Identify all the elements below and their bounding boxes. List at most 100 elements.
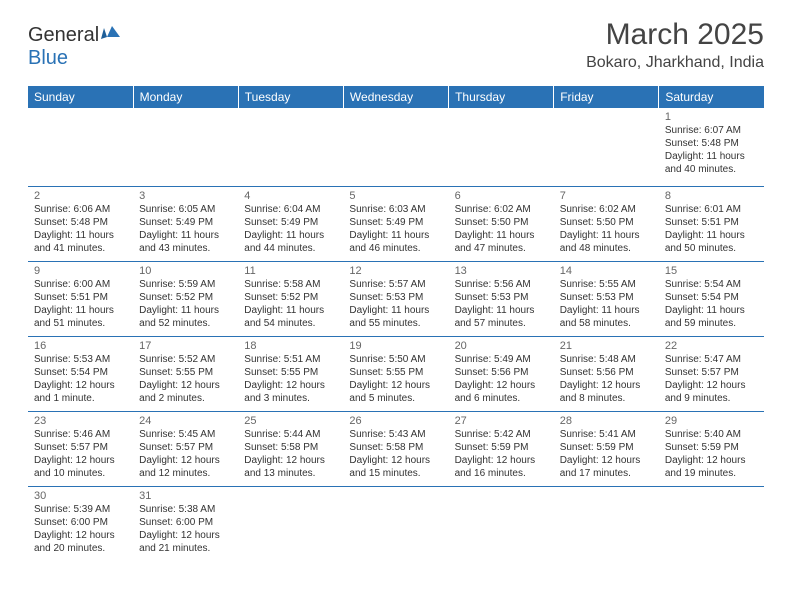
calendar-cell: 5Sunrise: 6:03 AMSunset: 5:49 PMDaylight… — [343, 186, 448, 261]
day-details: Sunrise: 5:41 AMSunset: 5:59 PMDaylight:… — [560, 428, 653, 480]
day-number: 22 — [665, 340, 758, 352]
day-details: Sunrise: 5:43 AMSunset: 5:58 PMDaylight:… — [349, 428, 442, 480]
day-details: Sunrise: 6:05 AMSunset: 5:49 PMDaylight:… — [139, 203, 232, 255]
daylight: Daylight: 12 hours and 17 minutes. — [560, 454, 653, 480]
page-title: March 2025 — [586, 18, 764, 52]
sunset: Sunset: 5:48 PM — [34, 216, 127, 229]
calendar-cell: 28Sunrise: 5:41 AMSunset: 5:59 PMDayligh… — [554, 411, 659, 486]
header: GeneralBlue March 2025 Bokaro, Jharkhand… — [28, 18, 764, 72]
sunrise: Sunrise: 6:02 AM — [560, 203, 653, 216]
calendar-cell: 31Sunrise: 5:38 AMSunset: 6:00 PMDayligh… — [133, 486, 238, 561]
sunrise: Sunrise: 5:53 AM — [34, 353, 127, 366]
calendar-cell: 18Sunrise: 5:51 AMSunset: 5:55 PMDayligh… — [238, 336, 343, 411]
sunset: Sunset: 5:54 PM — [34, 366, 127, 379]
day-details: Sunrise: 5:45 AMSunset: 5:57 PMDaylight:… — [139, 428, 232, 480]
calendar-cell: 16Sunrise: 5:53 AMSunset: 5:54 PMDayligh… — [28, 336, 133, 411]
day-number: 30 — [34, 490, 127, 502]
calendar-cell: 23Sunrise: 5:46 AMSunset: 5:57 PMDayligh… — [28, 411, 133, 486]
calendar-cell: 30Sunrise: 5:39 AMSunset: 6:00 PMDayligh… — [28, 486, 133, 561]
logo-text-general: General — [28, 24, 99, 47]
daylight: Daylight: 11 hours and 46 minutes. — [349, 229, 442, 255]
col-sunday: Sunday — [28, 86, 133, 108]
day-number: 7 — [560, 190, 653, 202]
sunrise: Sunrise: 5:51 AM — [244, 353, 337, 366]
sunrise: Sunrise: 5:46 AM — [34, 428, 127, 441]
sunrise: Sunrise: 6:03 AM — [349, 203, 442, 216]
sunset: Sunset: 5:54 PM — [665, 291, 758, 304]
calendar-cell: 15Sunrise: 5:54 AMSunset: 5:54 PMDayligh… — [659, 261, 764, 336]
col-tuesday: Tuesday — [238, 86, 343, 108]
sunrise: Sunrise: 6:06 AM — [34, 203, 127, 216]
day-number: 18 — [244, 340, 337, 352]
day-number: 10 — [139, 265, 232, 277]
day-details: Sunrise: 5:46 AMSunset: 5:57 PMDaylight:… — [34, 428, 127, 480]
day-number: 12 — [349, 265, 442, 277]
sunrise: Sunrise: 5:55 AM — [560, 278, 653, 291]
sunrise: Sunrise: 5:54 AM — [665, 278, 758, 291]
sunset: Sunset: 5:59 PM — [665, 441, 758, 454]
daylight: Daylight: 12 hours and 3 minutes. — [244, 379, 337, 405]
sunset: Sunset: 5:55 PM — [139, 366, 232, 379]
sunset: Sunset: 5:56 PM — [455, 366, 548, 379]
sunrise: Sunrise: 5:41 AM — [560, 428, 653, 441]
daylight: Daylight: 12 hours and 15 minutes. — [349, 454, 442, 480]
calendar-cell: 12Sunrise: 5:57 AMSunset: 5:53 PMDayligh… — [343, 261, 448, 336]
table-row: 23Sunrise: 5:46 AMSunset: 5:57 PMDayligh… — [28, 411, 764, 486]
day-details: Sunrise: 5:51 AMSunset: 5:55 PMDaylight:… — [244, 353, 337, 405]
sunset: Sunset: 5:57 PM — [34, 441, 127, 454]
day-number: 26 — [349, 415, 442, 427]
day-number: 9 — [34, 265, 127, 277]
sunrise: Sunrise: 5:56 AM — [455, 278, 548, 291]
day-number: 28 — [560, 415, 653, 427]
calendar-cell: 24Sunrise: 5:45 AMSunset: 5:57 PMDayligh… — [133, 411, 238, 486]
sunrise: Sunrise: 5:52 AM — [139, 353, 232, 366]
sunrise: Sunrise: 5:44 AM — [244, 428, 337, 441]
daylight: Daylight: 12 hours and 21 minutes. — [139, 529, 232, 555]
day-details: Sunrise: 5:52 AMSunset: 5:55 PMDaylight:… — [139, 353, 232, 405]
day-details: Sunrise: 5:56 AMSunset: 5:53 PMDaylight:… — [455, 278, 548, 330]
day-number: 11 — [244, 265, 337, 277]
calendar-cell: 22Sunrise: 5:47 AMSunset: 5:57 PMDayligh… — [659, 336, 764, 411]
daylight: Daylight: 11 hours and 54 minutes. — [244, 304, 337, 330]
day-number: 23 — [34, 415, 127, 427]
day-details: Sunrise: 5:55 AMSunset: 5:53 PMDaylight:… — [560, 278, 653, 330]
calendar-cell: 6Sunrise: 6:02 AMSunset: 5:50 PMDaylight… — [449, 186, 554, 261]
sunrise: Sunrise: 6:04 AM — [244, 203, 337, 216]
day-number: 3 — [139, 190, 232, 202]
calendar-cell: 17Sunrise: 5:52 AMSunset: 5:55 PMDayligh… — [133, 336, 238, 411]
day-details: Sunrise: 6:01 AMSunset: 5:51 PMDaylight:… — [665, 203, 758, 255]
sunset: Sunset: 5:51 PM — [665, 216, 758, 229]
title-block: March 2025 Bokaro, Jharkhand, India — [586, 18, 764, 72]
calendar-cell: 13Sunrise: 5:56 AMSunset: 5:53 PMDayligh… — [449, 261, 554, 336]
sunset: Sunset: 6:00 PM — [139, 516, 232, 529]
daylight: Daylight: 11 hours and 55 minutes. — [349, 304, 442, 330]
day-details: Sunrise: 5:38 AMSunset: 6:00 PMDaylight:… — [139, 503, 232, 555]
sunset: Sunset: 5:57 PM — [665, 366, 758, 379]
calendar-cell — [343, 108, 448, 186]
sunrise: Sunrise: 5:39 AM — [34, 503, 127, 516]
table-row: 1Sunrise: 6:07 AMSunset: 5:48 PMDaylight… — [28, 108, 764, 186]
calendar-cell: 7Sunrise: 6:02 AMSunset: 5:50 PMDaylight… — [554, 186, 659, 261]
day-number: 25 — [244, 415, 337, 427]
sunrise: Sunrise: 5:45 AM — [139, 428, 232, 441]
day-number: 6 — [455, 190, 548, 202]
sunset: Sunset: 5:59 PM — [455, 441, 548, 454]
calendar-cell: 29Sunrise: 5:40 AMSunset: 5:59 PMDayligh… — [659, 411, 764, 486]
day-details: Sunrise: 5:54 AMSunset: 5:54 PMDaylight:… — [665, 278, 758, 330]
sunrise: Sunrise: 6:02 AM — [455, 203, 548, 216]
daylight: Daylight: 12 hours and 9 minutes. — [665, 379, 758, 405]
calendar-cell — [554, 108, 659, 186]
sunset: Sunset: 5:52 PM — [244, 291, 337, 304]
calendar-cell — [133, 108, 238, 186]
logo-text-blue: Blue — [28, 47, 68, 69]
daylight: Daylight: 11 hours and 57 minutes. — [455, 304, 548, 330]
day-details: Sunrise: 5:57 AMSunset: 5:53 PMDaylight:… — [349, 278, 442, 330]
calendar-cell: 21Sunrise: 5:48 AMSunset: 5:56 PMDayligh… — [554, 336, 659, 411]
day-details: Sunrise: 5:53 AMSunset: 5:54 PMDaylight:… — [34, 353, 127, 405]
day-number: 5 — [349, 190, 442, 202]
col-monday: Monday — [133, 86, 238, 108]
calendar-cell: 19Sunrise: 5:50 AMSunset: 5:55 PMDayligh… — [343, 336, 448, 411]
sunrise: Sunrise: 5:49 AM — [455, 353, 548, 366]
location: Bokaro, Jharkhand, India — [586, 54, 764, 72]
day-details: Sunrise: 5:49 AMSunset: 5:56 PMDaylight:… — [455, 353, 548, 405]
